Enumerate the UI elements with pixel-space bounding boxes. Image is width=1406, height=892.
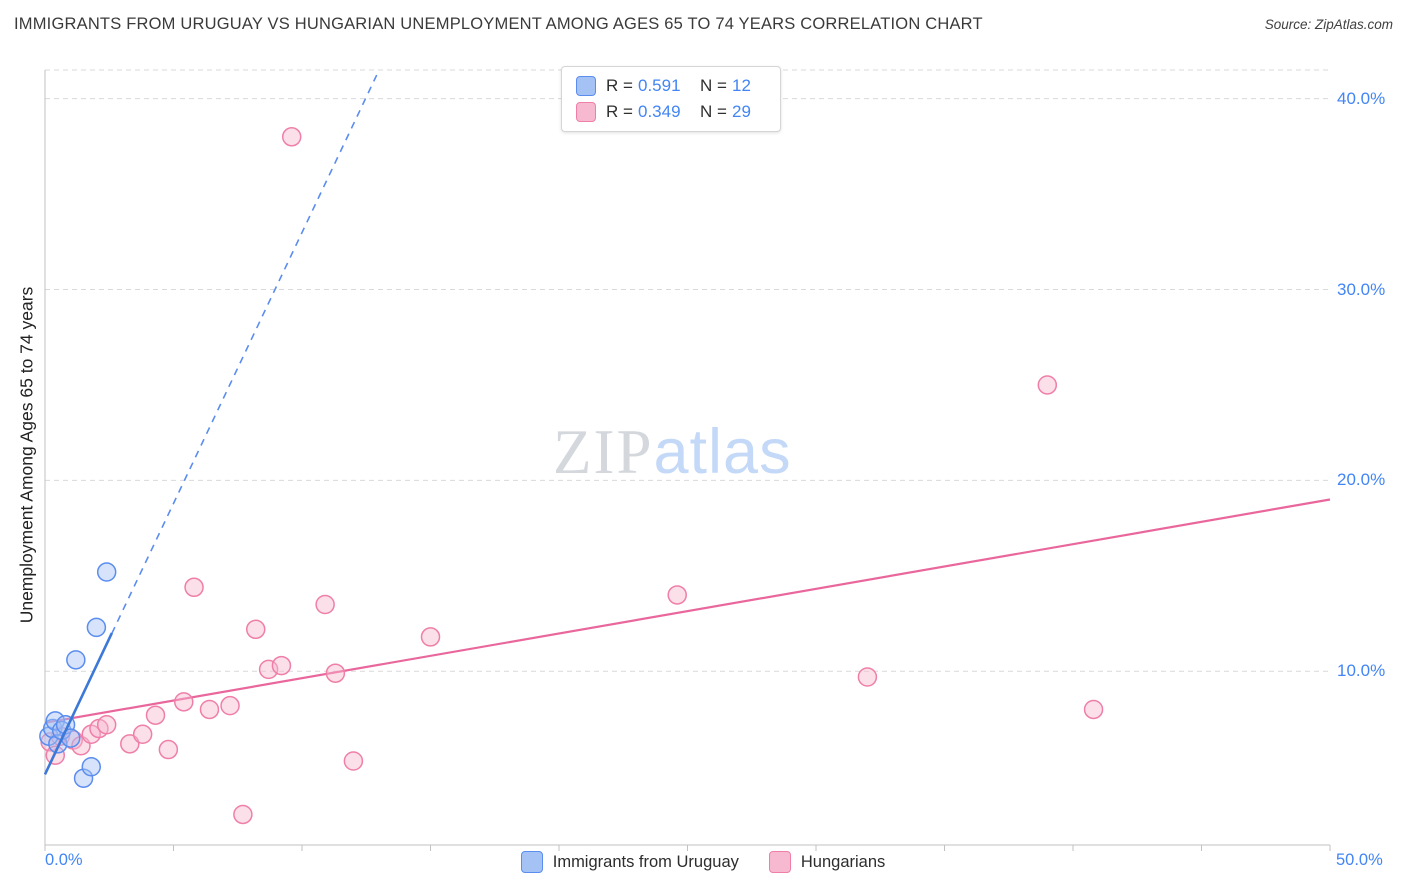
hungarians-data-point	[1037, 375, 1058, 395]
legend-item-label: Immigrants from Uruguay	[552, 852, 739, 871]
y-tick-label-20: 20.0%	[1337, 470, 1386, 490]
legend-row-hungarians: R = 0.349 N = 29	[576, 102, 766, 122]
uruguay-data-point	[45, 711, 66, 731]
hungarians-swatch-icon	[576, 102, 596, 122]
uruguay-swatch-icon	[576, 76, 596, 96]
uruguay-data-point	[81, 756, 102, 777]
hungarians-data-point	[174, 692, 194, 712]
r-label: R =	[606, 102, 633, 121]
hungarians-data-point	[158, 739, 179, 760]
r-label: R =	[606, 76, 633, 95]
correlation-legend: R = 0.591 N = 12 R = 0.349 N = 29	[561, 66, 781, 132]
n-label: N =	[700, 76, 727, 95]
uruguay-data-point	[86, 617, 107, 638]
hungarians-data-point	[281, 127, 302, 147]
x-tick-label-min: 0.0%	[45, 851, 83, 869]
n-value: 29	[732, 102, 751, 121]
uruguay-trendline	[43, 632, 113, 775]
hungarians-data-point	[325, 663, 346, 683]
page-title: IMMIGRANTS FROM URUGUAY VS HUNGARIAN UNE…	[14, 15, 983, 33]
hungarians-data-point	[132, 724, 153, 745]
hungarians-data-point	[184, 577, 204, 598]
y-tick-label-40: 40.0%	[1337, 88, 1386, 108]
hungarians-data-point	[271, 655, 292, 676]
watermark-zip-text: ZIP	[553, 417, 654, 487]
hungarians-data-point	[315, 594, 335, 615]
legend-item-label: Hungarians	[800, 852, 886, 871]
hungarians-data-point	[96, 714, 117, 735]
y-tick-label-10: 10.0%	[1337, 661, 1386, 681]
hungarians-data-point	[420, 627, 441, 647]
series-legend: Immigrants from Uruguay Hungarians	[0, 851, 1406, 873]
hungarians-data-point	[220, 695, 240, 716]
n-value: 12	[732, 76, 751, 95]
hungarians-data-point	[120, 734, 140, 754]
hungarians-data-point	[199, 699, 220, 720]
watermark-atlas-text: atlas	[653, 417, 792, 487]
legend-row-uruguay: R = 0.591 N = 12	[576, 76, 766, 96]
hungarians-data-point	[233, 804, 253, 825]
source-attribution: Source: ZipAtlas.com	[1264, 17, 1393, 32]
uruguay-swatch-icon	[520, 851, 543, 873]
hungarians-data-point	[145, 705, 166, 725]
x-tick-label-max: 50.0%	[1336, 851, 1383, 869]
legend-item-hungarians: Hungarians	[768, 851, 886, 873]
r-value: 0.591	[638, 76, 681, 95]
hungarians-data-point	[667, 585, 687, 605]
y-axis-title: Unemployment Among Ages 65 to 74 years	[16, 286, 37, 624]
hungarians-data-point	[857, 667, 878, 687]
hungarians-data-point	[245, 619, 266, 640]
zipatlas-watermark: ZIPatlas	[553, 421, 792, 484]
uruguay-data-point	[96, 562, 117, 582]
hungarians-swatch-icon	[768, 851, 791, 873]
uruguay-data-point	[73, 768, 94, 788]
r-value: 0.349	[638, 102, 681, 121]
uruguay-data-point	[66, 650, 86, 670]
y-tick-label-30: 30.0%	[1337, 279, 1386, 299]
n-label: N =	[700, 102, 727, 121]
hungarians-data-point	[1083, 699, 1104, 720]
hungarians-trendline	[44, 498, 1331, 724]
hungarians-data-point	[343, 751, 364, 771]
legend-item-uruguay: Immigrants from Uruguay	[520, 851, 739, 873]
